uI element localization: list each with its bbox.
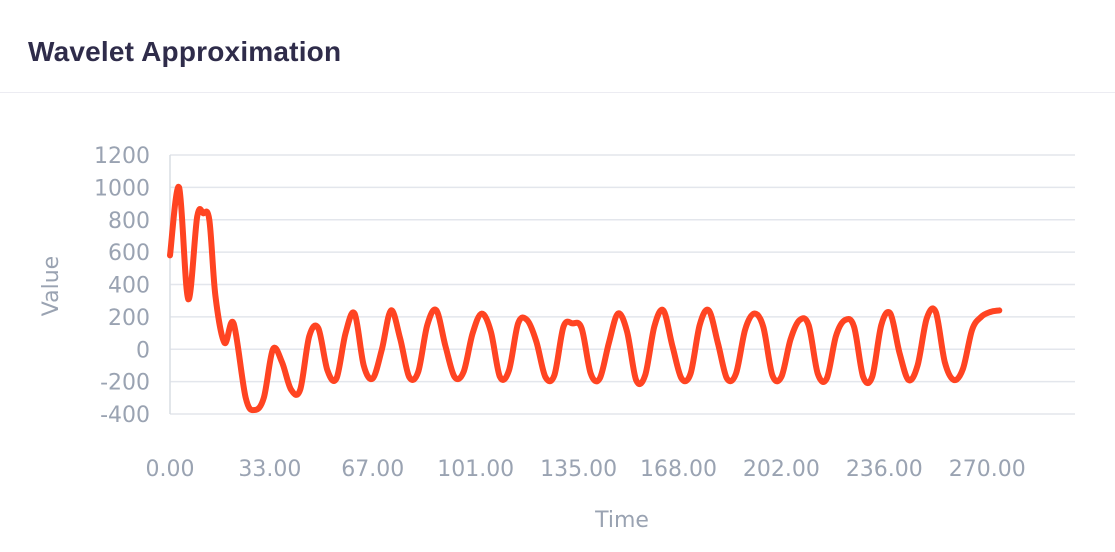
x-tick-label: 0.00 (146, 457, 195, 482)
x-tick-label: 101.00 (437, 457, 514, 482)
x-tick-label: 202.00 (743, 457, 820, 482)
y-axis-label: Value (39, 256, 64, 316)
x-axis-label: Time (594, 508, 649, 533)
x-tick-label: 270.00 (949, 457, 1026, 482)
y-tick-label: 800 (108, 209, 150, 234)
y-tick-label: 200 (108, 306, 150, 331)
x-tick-label: 33.00 (238, 457, 301, 482)
y-tick-label: 400 (108, 274, 150, 299)
x-axis-ticks: 0.00 33.00 67.00 101.00 135.00 168.00 202.00 23… (146, 457, 1026, 482)
x-tick-label: 168.00 (640, 457, 717, 482)
y-axis-ticks: 1200 1000 800 600 400 200 0 -200 -400 (94, 144, 150, 428)
x-tick-label: 135.00 (540, 457, 617, 482)
card-header: Wavelet Approximation (0, 0, 1115, 93)
grid-lines (170, 154, 1075, 415)
x-tick-label: 67.00 (341, 457, 404, 482)
series-line (167, 184, 1003, 414)
y-tick-label: 600 (108, 241, 150, 266)
y-tick-label: 0 (136, 338, 150, 363)
x-tick-label: 236.00 (846, 457, 923, 482)
y-tick-label: -200 (100, 371, 150, 396)
card-title: Wavelet Approximation (28, 36, 342, 67)
y-tick-label: 1000 (94, 176, 150, 201)
y-tick-label: 1200 (94, 144, 150, 169)
y-tick-label: -400 (100, 403, 150, 428)
